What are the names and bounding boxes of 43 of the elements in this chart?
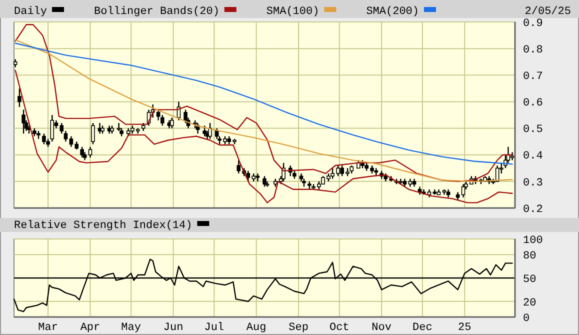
line-series — [14, 70, 513, 204]
legend-label: SMA(100) — [266, 6, 320, 18]
x-tick-label: Jun — [163, 322, 184, 334]
candlestick — [160, 114, 164, 126]
y-tick-label: 0.8 — [523, 44, 543, 56]
x-tick-label: Jul — [204, 322, 224, 334]
x-tick-label: Aug — [246, 322, 266, 334]
x-tick-label: May — [121, 322, 142, 334]
candlestick — [262, 176, 266, 188]
x-tick-label: 25 — [458, 322, 472, 334]
x-tick-label: Sep — [288, 322, 308, 334]
y-tick-label: 0.4 — [523, 150, 544, 163]
candlestick — [214, 128, 219, 140]
candlestick — [18, 88, 22, 108]
line-series — [13, 258, 513, 312]
y-tick-label: 0 — [523, 312, 530, 325]
legend-label: SMA(200) — [366, 6, 420, 18]
y-tick-label: 80 — [523, 250, 536, 262]
candlestick — [80, 146, 84, 158]
y-tick-label: 20 — [523, 297, 536, 310]
legend-label: Daily — [14, 6, 48, 18]
candlestick — [282, 162, 286, 182]
candlestick — [91, 122, 95, 145]
x-tick-label: Oct — [329, 322, 350, 334]
x-tick-label: Dec — [412, 322, 432, 334]
y-tick-label: 0.7 — [523, 70, 543, 83]
legend-label: Bollinger Bands(20) — [94, 6, 220, 18]
text: 2/05/25 — [524, 6, 571, 18]
y-tick-label: 100 — [523, 234, 543, 247]
x-tick-label: Nov — [372, 322, 392, 334]
candlestick — [88, 146, 92, 158]
candlestick — [42, 133, 46, 145]
x-tick-label: Mar — [38, 322, 58, 334]
y-tick-label: 0.6 — [523, 98, 543, 110]
legend-label: Relative Strength Index(14) — [14, 220, 192, 232]
candlestick — [22, 109, 26, 134]
candlestick — [170, 117, 174, 129]
y-tick-label: 0.3 — [523, 177, 543, 190]
y-tick-label: 0.5 — [523, 124, 543, 136]
y-tick-label: 0.2 — [523, 204, 543, 216]
x-tick-label: Apr — [80, 322, 100, 334]
y-tick-label: 50 — [523, 274, 536, 286]
y-tick-label: 0.9 — [523, 18, 543, 30]
